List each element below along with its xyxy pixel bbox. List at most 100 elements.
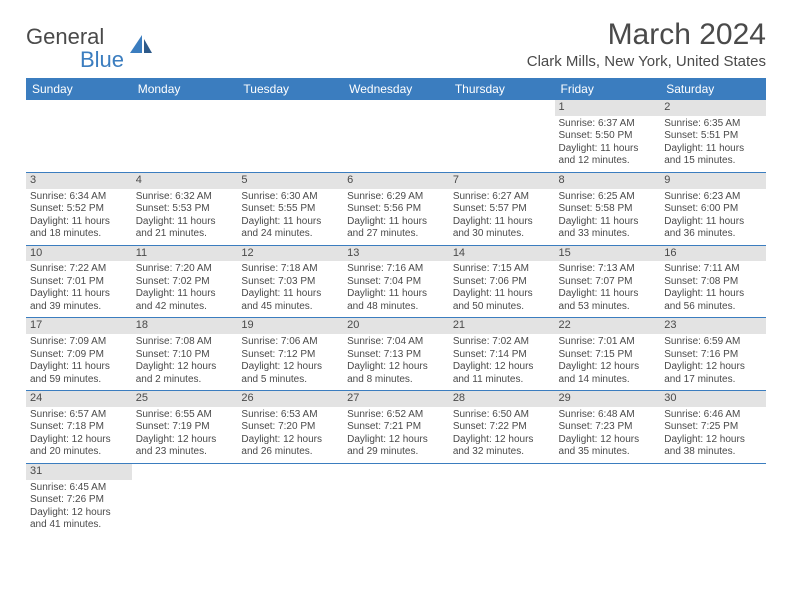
sunset-text: Sunset: 7:07 PM [559,276,657,289]
day-number: 19 [237,318,343,334]
sunset-text: Sunset: 5:52 PM [30,203,128,216]
day-body: Sunrise: 6:59 AMSunset: 7:16 PMDaylight:… [660,334,766,390]
sunrise-text: Sunrise: 7:22 AM [30,263,128,276]
weekday-header: Saturday [660,78,766,100]
day-number: 3 [26,173,132,189]
day-body: Sunrise: 7:08 AMSunset: 7:10 PMDaylight:… [132,334,238,390]
sunset-text: Sunset: 7:02 PM [136,276,234,289]
daylight-text: Daylight: 12 hours and 32 minutes. [453,434,551,459]
sunrise-text: Sunrise: 7:16 AM [347,263,445,276]
calendar-cell: 22Sunrise: 7:01 AMSunset: 7:15 PMDayligh… [555,318,661,391]
weekday-header: Thursday [449,78,555,100]
calendar-body: 1Sunrise: 6:37 AMSunset: 5:50 PMDaylight… [26,100,766,536]
calendar-cell [132,463,238,535]
calendar-cell: 25Sunrise: 6:55 AMSunset: 7:19 PMDayligh… [132,391,238,464]
calendar-cell: 1Sunrise: 6:37 AMSunset: 5:50 PMDaylight… [555,100,661,172]
day-number: 2 [660,100,766,116]
sunrise-text: Sunrise: 6:23 AM [664,191,762,204]
sunset-text: Sunset: 5:51 PM [664,130,762,143]
daylight-text: Daylight: 12 hours and 14 minutes. [559,361,657,386]
weekday-header: Monday [132,78,238,100]
day-number: 22 [555,318,661,334]
sunset-text: Sunset: 5:53 PM [136,203,234,216]
daylight-text: Daylight: 12 hours and 23 minutes. [136,434,234,459]
sunrise-text: Sunrise: 7:04 AM [347,336,445,349]
calendar-cell: 15Sunrise: 7:13 AMSunset: 7:07 PMDayligh… [555,245,661,318]
day-body: Sunrise: 6:32 AMSunset: 5:53 PMDaylight:… [132,189,238,245]
sunset-text: Sunset: 7:04 PM [347,276,445,289]
sunset-text: Sunset: 7:03 PM [241,276,339,289]
day-number: 6 [343,173,449,189]
sunset-text: Sunset: 5:56 PM [347,203,445,216]
calendar-cell [449,100,555,172]
daylight-text: Daylight: 12 hours and 5 minutes. [241,361,339,386]
day-number: 10 [26,246,132,262]
sunrise-text: Sunrise: 6:55 AM [136,409,234,422]
calendar-cell: 13Sunrise: 7:16 AMSunset: 7:04 PMDayligh… [343,245,449,318]
daylight-text: Daylight: 12 hours and 17 minutes. [664,361,762,386]
day-number: 31 [26,464,132,480]
daylight-text: Daylight: 12 hours and 8 minutes. [347,361,445,386]
title-block: March 2024 Clark Mills, New York, United… [527,18,766,70]
day-body: Sunrise: 6:29 AMSunset: 5:56 PMDaylight:… [343,189,449,245]
daylight-text: Daylight: 11 hours and 15 minutes. [664,143,762,168]
calendar-cell: 21Sunrise: 7:02 AMSunset: 7:14 PMDayligh… [449,318,555,391]
calendar-cell: 24Sunrise: 6:57 AMSunset: 7:18 PMDayligh… [26,391,132,464]
day-number: 30 [660,391,766,407]
month-title: March 2024 [527,18,766,51]
calendar-cell: 16Sunrise: 7:11 AMSunset: 7:08 PMDayligh… [660,245,766,318]
sunrise-text: Sunrise: 6:45 AM [30,482,128,495]
sunrise-text: Sunrise: 6:32 AM [136,191,234,204]
day-number: 21 [449,318,555,334]
sunset-text: Sunset: 7:15 PM [559,349,657,362]
daylight-text: Daylight: 11 hours and 24 minutes. [241,216,339,241]
day-body: Sunrise: 7:16 AMSunset: 7:04 PMDaylight:… [343,261,449,317]
sunrise-text: Sunrise: 6:53 AM [241,409,339,422]
weekday-header: Tuesday [237,78,343,100]
day-body: Sunrise: 6:48 AMSunset: 7:23 PMDaylight:… [555,407,661,463]
day-body: Sunrise: 6:50 AMSunset: 7:22 PMDaylight:… [449,407,555,463]
day-body: Sunrise: 7:22 AMSunset: 7:01 PMDaylight:… [26,261,132,317]
sunrise-text: Sunrise: 7:06 AM [241,336,339,349]
day-body: Sunrise: 6:27 AMSunset: 5:57 PMDaylight:… [449,189,555,245]
calendar-cell [449,463,555,535]
day-number: 27 [343,391,449,407]
sunset-text: Sunset: 7:16 PM [664,349,762,362]
sunset-text: Sunset: 7:22 PM [453,421,551,434]
day-body: Sunrise: 6:53 AMSunset: 7:20 PMDaylight:… [237,407,343,463]
daylight-text: Daylight: 11 hours and 42 minutes. [136,288,234,313]
calendar-page: General Blue March 2024 Clark Mills, New… [0,0,792,536]
day-number: 13 [343,246,449,262]
sunrise-text: Sunrise: 7:08 AM [136,336,234,349]
calendar-cell: 27Sunrise: 6:52 AMSunset: 7:21 PMDayligh… [343,391,449,464]
day-body: Sunrise: 6:23 AMSunset: 6:00 PMDaylight:… [660,189,766,245]
calendar-cell: 9Sunrise: 6:23 AMSunset: 6:00 PMDaylight… [660,172,766,245]
sunset-text: Sunset: 7:20 PM [241,421,339,434]
sunrise-text: Sunrise: 6:37 AM [559,118,657,131]
sunrise-text: Sunrise: 6:30 AM [241,191,339,204]
daylight-text: Daylight: 11 hours and 56 minutes. [664,288,762,313]
sunset-text: Sunset: 7:12 PM [241,349,339,362]
day-body: Sunrise: 6:37 AMSunset: 5:50 PMDaylight:… [555,116,661,172]
sunrise-text: Sunrise: 6:57 AM [30,409,128,422]
day-body: Sunrise: 7:09 AMSunset: 7:09 PMDaylight:… [26,334,132,390]
calendar-cell: 5Sunrise: 6:30 AMSunset: 5:55 PMDaylight… [237,172,343,245]
sunrise-text: Sunrise: 7:09 AM [30,336,128,349]
sunset-text: Sunset: 7:23 PM [559,421,657,434]
daylight-text: Daylight: 11 hours and 59 minutes. [30,361,128,386]
calendar-cell: 14Sunrise: 7:15 AMSunset: 7:06 PMDayligh… [449,245,555,318]
sunset-text: Sunset: 5:55 PM [241,203,339,216]
weekday-header: Friday [555,78,661,100]
day-body: Sunrise: 7:01 AMSunset: 7:15 PMDaylight:… [555,334,661,390]
day-number: 11 [132,246,238,262]
sunrise-text: Sunrise: 6:34 AM [30,191,128,204]
sunrise-text: Sunrise: 6:50 AM [453,409,551,422]
daylight-text: Daylight: 12 hours and 20 minutes. [30,434,128,459]
logo-text-1: Genera [26,24,99,49]
sunset-text: Sunset: 7:10 PM [136,349,234,362]
day-body: Sunrise: 6:57 AMSunset: 7:18 PMDaylight:… [26,407,132,463]
daylight-text: Daylight: 11 hours and 45 minutes. [241,288,339,313]
day-body: Sunrise: 6:30 AMSunset: 5:55 PMDaylight:… [237,189,343,245]
calendar-cell [26,100,132,172]
calendar-cell: 10Sunrise: 7:22 AMSunset: 7:01 PMDayligh… [26,245,132,318]
